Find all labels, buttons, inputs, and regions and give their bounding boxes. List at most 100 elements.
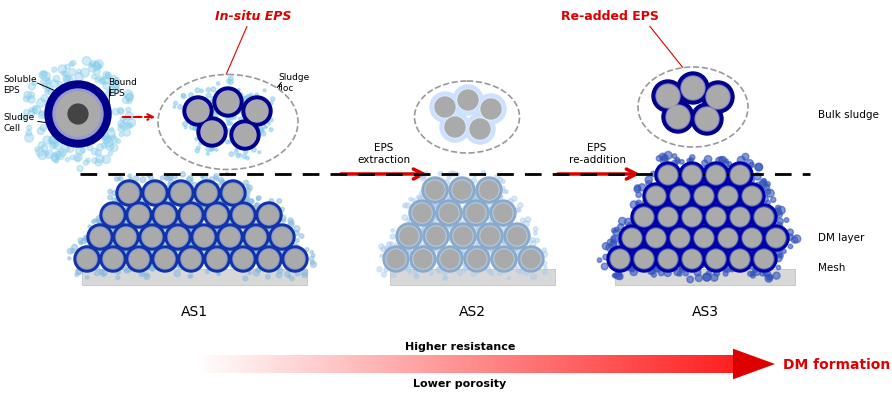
Bar xyxy=(698,355,701,373)
Circle shape xyxy=(206,153,210,156)
Bar xyxy=(614,355,616,373)
Circle shape xyxy=(671,230,689,247)
Circle shape xyxy=(255,203,260,209)
Circle shape xyxy=(116,271,120,275)
Bar xyxy=(673,355,676,373)
Circle shape xyxy=(182,207,200,224)
Circle shape xyxy=(444,235,449,239)
Bar xyxy=(352,355,354,373)
Circle shape xyxy=(185,227,190,233)
Circle shape xyxy=(703,273,711,281)
Bar xyxy=(518,355,521,373)
Circle shape xyxy=(763,217,771,225)
Circle shape xyxy=(631,262,637,269)
Circle shape xyxy=(706,179,714,187)
Circle shape xyxy=(227,129,230,132)
Circle shape xyxy=(720,191,726,197)
Circle shape xyxy=(207,249,227,269)
Circle shape xyxy=(253,221,259,226)
Circle shape xyxy=(681,195,689,202)
Circle shape xyxy=(666,199,673,205)
Circle shape xyxy=(742,262,747,266)
Bar xyxy=(374,355,376,373)
Circle shape xyxy=(146,218,153,224)
Circle shape xyxy=(228,81,233,85)
Circle shape xyxy=(616,251,622,256)
Circle shape xyxy=(188,102,208,122)
Circle shape xyxy=(425,172,428,176)
Circle shape xyxy=(143,228,146,233)
Circle shape xyxy=(681,243,685,247)
Circle shape xyxy=(158,221,161,225)
Circle shape xyxy=(502,242,507,246)
Circle shape xyxy=(209,256,212,259)
Circle shape xyxy=(115,198,119,202)
Ellipse shape xyxy=(158,75,298,170)
Circle shape xyxy=(715,183,741,209)
Bar xyxy=(475,355,477,373)
Circle shape xyxy=(382,273,386,277)
Circle shape xyxy=(614,274,617,278)
Circle shape xyxy=(212,227,218,232)
Bar xyxy=(552,355,555,373)
Circle shape xyxy=(191,224,217,250)
Circle shape xyxy=(155,201,159,205)
Bar xyxy=(464,355,467,373)
Circle shape xyxy=(211,149,214,151)
Circle shape xyxy=(212,223,218,229)
Bar xyxy=(648,355,650,373)
Circle shape xyxy=(689,246,693,250)
Circle shape xyxy=(106,143,113,151)
Circle shape xyxy=(90,62,95,67)
Circle shape xyxy=(238,196,243,201)
Circle shape xyxy=(732,246,739,254)
Circle shape xyxy=(116,228,136,247)
Circle shape xyxy=(655,177,660,181)
Circle shape xyxy=(450,194,453,198)
Circle shape xyxy=(416,240,420,244)
Circle shape xyxy=(687,277,693,283)
Circle shape xyxy=(694,179,698,184)
Circle shape xyxy=(465,115,495,145)
Circle shape xyxy=(722,220,727,225)
Circle shape xyxy=(195,228,213,246)
Circle shape xyxy=(723,227,729,232)
Circle shape xyxy=(410,263,415,268)
Circle shape xyxy=(400,228,418,245)
Circle shape xyxy=(500,231,504,236)
Circle shape xyxy=(209,148,213,152)
Circle shape xyxy=(136,222,142,228)
Circle shape xyxy=(708,221,714,227)
Circle shape xyxy=(205,110,208,113)
Circle shape xyxy=(773,227,778,232)
Circle shape xyxy=(425,181,445,200)
Circle shape xyxy=(214,174,219,179)
Circle shape xyxy=(650,270,655,275)
Circle shape xyxy=(635,223,641,228)
Circle shape xyxy=(739,195,747,202)
Circle shape xyxy=(666,229,671,234)
Circle shape xyxy=(669,199,677,207)
Circle shape xyxy=(402,215,408,221)
Circle shape xyxy=(244,239,250,245)
Circle shape xyxy=(673,181,681,188)
Circle shape xyxy=(95,78,100,83)
Bar xyxy=(515,355,517,373)
Circle shape xyxy=(618,239,624,246)
Circle shape xyxy=(68,249,73,254)
Circle shape xyxy=(743,208,750,215)
Circle shape xyxy=(87,146,93,151)
Circle shape xyxy=(286,250,304,269)
Circle shape xyxy=(657,197,662,202)
Circle shape xyxy=(233,108,236,111)
Circle shape xyxy=(649,256,653,260)
Circle shape xyxy=(424,220,427,224)
Circle shape xyxy=(221,251,226,256)
Circle shape xyxy=(57,82,62,87)
Circle shape xyxy=(542,271,547,275)
Circle shape xyxy=(463,263,467,267)
Circle shape xyxy=(738,157,745,165)
Circle shape xyxy=(422,177,448,203)
Circle shape xyxy=(202,175,208,181)
Text: Sludge
Cell: Sludge Cell xyxy=(3,113,34,133)
